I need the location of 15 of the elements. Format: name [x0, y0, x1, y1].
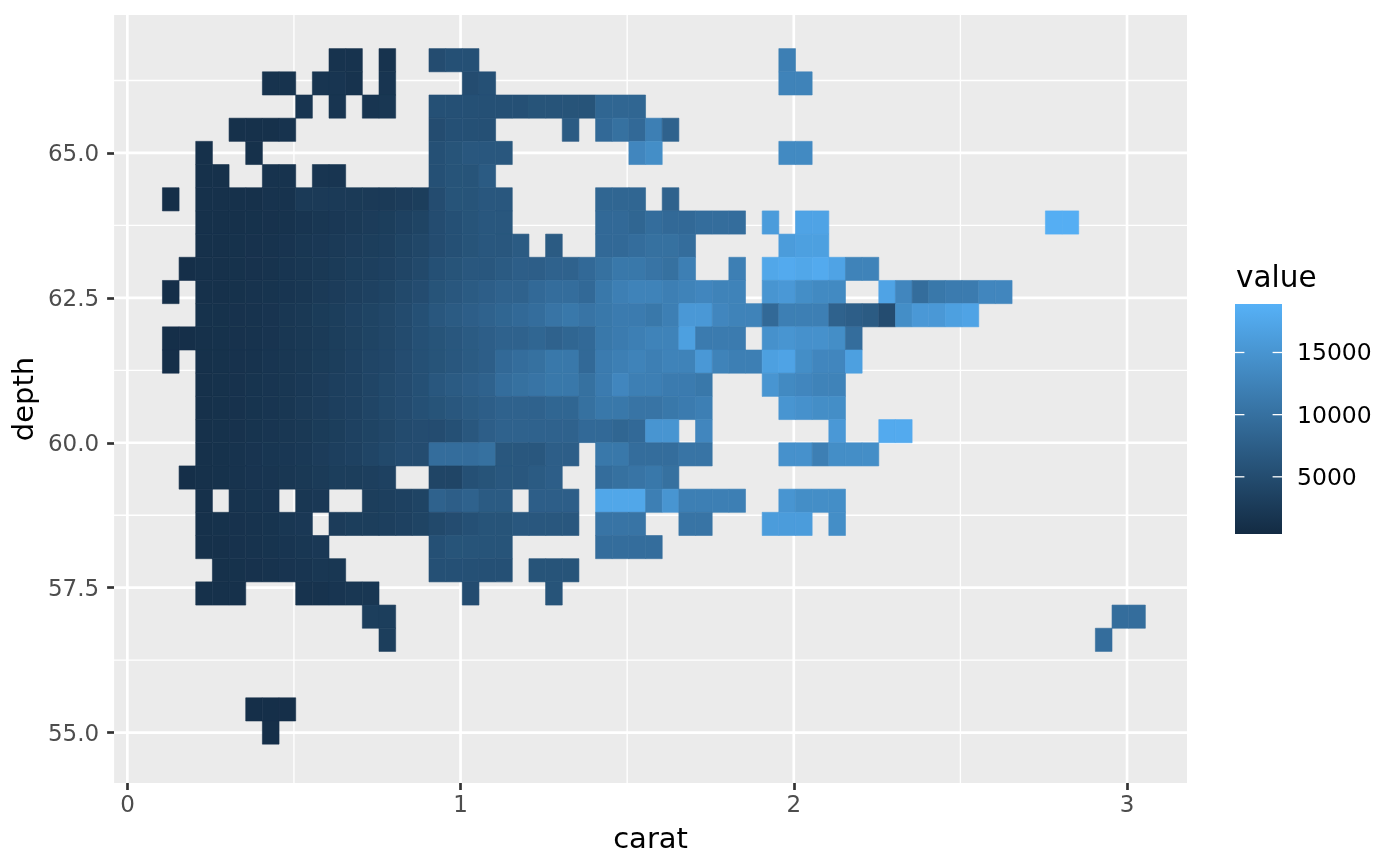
x-tick-label: 1: [453, 790, 468, 817]
x-axis-title: carat: [613, 820, 688, 855]
x-tick-label: 3: [1119, 790, 1135, 817]
y-tick-label: 57.5: [47, 574, 100, 601]
y-tick-label: 62.5: [47, 284, 100, 311]
x-tick-label: 0: [120, 790, 135, 817]
color-bar-label: 15000: [1297, 338, 1372, 367]
color-bar-title: value: [1236, 260, 1317, 294]
y-axis-title: depth: [5, 356, 40, 442]
y-tick-label: 60.0: [47, 429, 100, 456]
color-bar-label: 10000: [1297, 400, 1372, 429]
color-bar-label: 5000: [1297, 462, 1357, 491]
x-tick-label: 2: [786, 790, 802, 817]
y-tick-label: 65.0: [47, 139, 100, 166]
y-tick-label: 55.0: [47, 719, 100, 746]
